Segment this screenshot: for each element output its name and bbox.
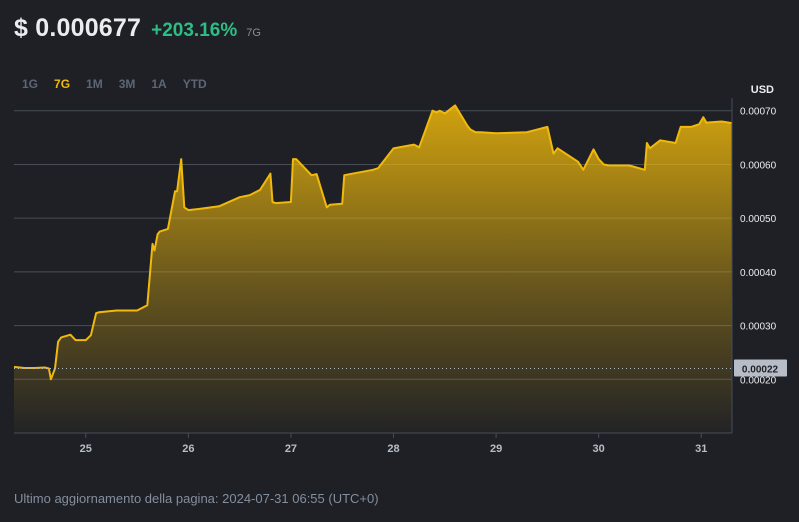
y-tick-label: 0.00040 [740, 268, 777, 279]
y-tick-label: 0.00030 [740, 322, 777, 333]
y-tick-label: 0.00060 [740, 160, 777, 171]
tab-3m[interactable]: 3M [118, 77, 136, 91]
tab-1g[interactable]: 1G [22, 77, 39, 91]
x-tick-label: 26 [182, 443, 194, 455]
tab-7g[interactable]: 7G [54, 77, 71, 91]
y-tick-label: 0.00050 [740, 214, 777, 225]
x-tick-label: 30 [593, 443, 605, 455]
last-updated-note: Ultimo aggiornamento della pagina: 2024-… [14, 491, 379, 506]
reference-label: 0.00022 [742, 365, 779, 376]
price-line [13, 104, 733, 381]
tab-1a[interactable]: 1A [151, 77, 167, 91]
period-badge: 7G [246, 27, 261, 39]
price-area-fill [14, 105, 732, 434]
x-tick-label: 25 [80, 443, 92, 455]
price-header: $ 0.000677 +203.16% 7G [14, 14, 261, 43]
x-tick-label: 28 [387, 443, 399, 455]
current-price: $ 0.000677 [14, 14, 142, 42]
x-tick-label: 29 [490, 443, 502, 455]
price-area [13, 104, 733, 434]
y-axis-unit-label: USD [751, 84, 774, 96]
time-range-tabs: 1G 7G 1M 3M 1A YTD [14, 76, 215, 92]
tab-1m[interactable]: 1M [86, 77, 103, 91]
tab-ytd[interactable]: YTD [182, 77, 207, 91]
x-tick-label: 31 [695, 443, 707, 455]
y-tick-label: 0.00070 [740, 107, 777, 118]
axes: 0.00020 0.00030 0.00040 0.00050 0.00060 0.000… [14, 98, 777, 455]
reference-line: 0.00022 [14, 359, 787, 377]
x-tick-label: 27 [285, 443, 297, 455]
reference-label-box [734, 359, 787, 377]
y-tick-label: 0.00020 [740, 375, 777, 386]
price-change-percent: +203.16% [151, 20, 238, 41]
